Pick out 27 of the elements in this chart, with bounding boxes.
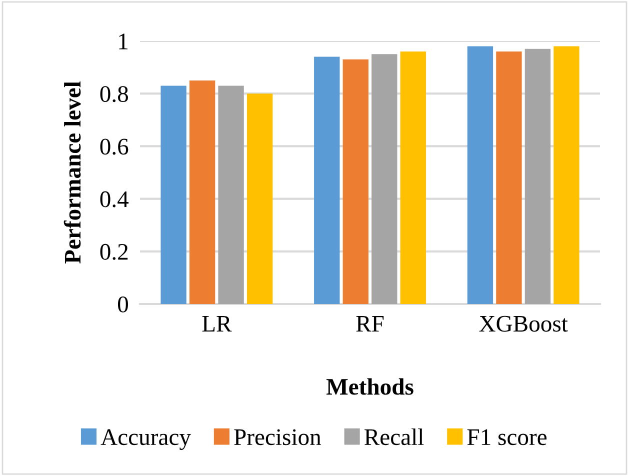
y-axis-title: Performance level — [64, 81, 81, 264]
x-tick-label: LR — [202, 316, 232, 332]
bar — [342, 59, 368, 304]
bar — [218, 86, 244, 304]
bar — [467, 46, 494, 304]
bar — [372, 54, 398, 304]
x-tick-label: RF — [356, 316, 384, 332]
x-axis-title: Methods — [326, 378, 414, 395]
y-tick-label: 1 — [119, 34, 128, 50]
y-tick-label: 0.4 — [100, 191, 129, 208]
bar — [160, 86, 186, 304]
bar — [496, 52, 522, 304]
bar — [554, 46, 580, 304]
legend-label: Precision — [234, 429, 322, 446]
y-tick-label: 0.8 — [100, 86, 128, 102]
bar — [246, 94, 273, 304]
legend-label: F1 score — [467, 429, 547, 446]
bar — [189, 80, 216, 304]
bar — [314, 56, 340, 304]
bar — [400, 52, 426, 304]
y-tick-label: 0 — [118, 296, 128, 312]
y-tick-label: 0.2 — [100, 244, 128, 260]
legend-label: Accuracy — [100, 429, 191, 450]
x-tick-label: XGBoost — [479, 316, 568, 332]
y-tick-label: 0.6 — [100, 138, 128, 155]
legend-label: Recall — [364, 428, 424, 446]
bar — [524, 48, 551, 304]
